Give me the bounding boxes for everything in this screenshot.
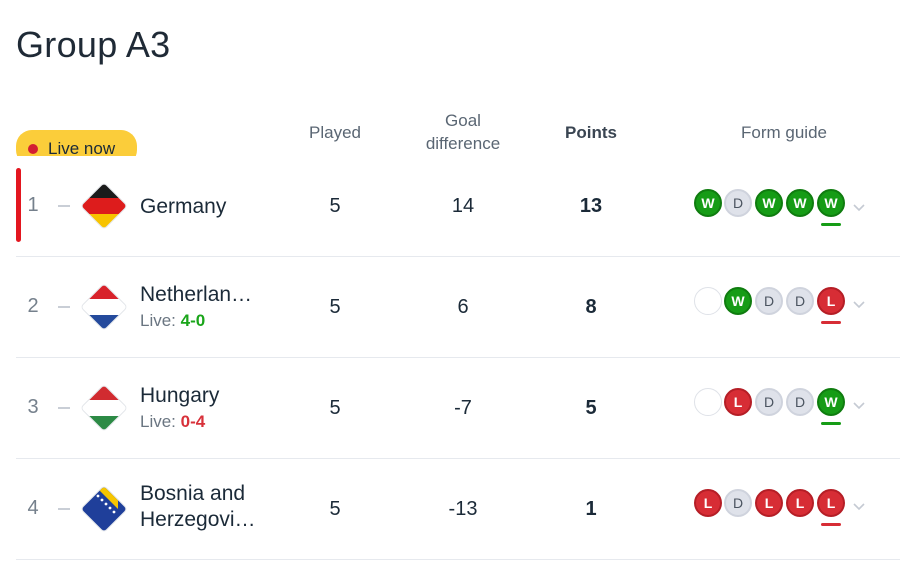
rank: 4: [27, 497, 39, 519]
form-result-draw[interactable]: D: [786, 388, 814, 416]
chevron-down-icon[interactable]: [852, 398, 866, 412]
points-value: 5: [585, 397, 597, 419]
position-unchanged-icon: [58, 508, 70, 510]
form-result-loss[interactable]: L: [694, 489, 722, 517]
latest-result-underline: [821, 321, 841, 324]
rank: 1: [27, 194, 39, 216]
live-dot-icon: [28, 144, 38, 154]
live-label: Live:: [140, 311, 181, 330]
team-name-line1: Bosnia and: [140, 482, 246, 505]
header-form-guide: Form guide: [741, 123, 827, 142]
chevron-down-icon[interactable]: [852, 499, 866, 513]
form-result-draw[interactable]: D: [755, 287, 783, 315]
latest-result-underline: [821, 223, 841, 226]
position-unchanged-icon: [58, 306, 70, 308]
live-label: Live:: [140, 412, 181, 431]
live-now-label: Live now: [48, 139, 116, 156]
points-value: 13: [579, 195, 603, 217]
table-row[interactable]: 1 Germany 5 14 13 W D W W W: [16, 156, 900, 257]
goal-difference-value: -7: [454, 397, 472, 419]
played-value: 5: [329, 195, 341, 217]
points-value: 1: [585, 498, 597, 520]
form-result-empty: [694, 287, 722, 315]
form-result-draw[interactable]: D: [786, 287, 814, 315]
form-result-win[interactable]: W: [724, 287, 752, 315]
form-result-win[interactable]: W: [694, 189, 722, 217]
live-score: 4-0: [180, 311, 206, 330]
form-result-win[interactable]: W: [786, 189, 814, 217]
team-name[interactable]: Bosnia and Herzegovi…: [140, 481, 256, 533]
hungary-flag-icon: [81, 385, 127, 431]
team-name[interactable]: Netherlan…: [140, 283, 253, 306]
table-row[interactable]: 4 Bosnia and Herzegovi… 5 -13 1 L D L L …: [16, 459, 900, 560]
position-unchanged-icon: [58, 407, 70, 409]
team-name[interactable]: Germany: [140, 195, 227, 218]
chevron-down-icon[interactable]: [852, 297, 866, 311]
form-result-loss[interactable]: L: [786, 489, 814, 517]
form-result-win[interactable]: W: [755, 189, 783, 217]
form-result-loss[interactable]: L: [724, 388, 752, 416]
germany-flag-icon: [81, 183, 127, 229]
table-row[interactable]: 2 Netherlan… Live: 4-0 5 6 8 W D D L: [16, 257, 900, 358]
form-result-win[interactable]: W: [817, 388, 845, 416]
form-result-draw[interactable]: D: [724, 189, 752, 217]
table-row[interactable]: 3 Hungary Live: 0-4 5 -7 5 L D D W: [16, 358, 900, 459]
form-result-win[interactable]: W: [817, 189, 845, 217]
form-result-draw[interactable]: D: [755, 388, 783, 416]
form-result-empty: [694, 388, 722, 416]
form-result-loss[interactable]: L: [817, 287, 845, 315]
header-goal-difference[interactable]: Goal difference: [398, 109, 528, 155]
header-played[interactable]: Played: [309, 123, 361, 142]
form-result-loss[interactable]: L: [817, 489, 845, 517]
latest-result-underline: [821, 422, 841, 425]
bosnia-herzegovina-flag-icon: [81, 486, 127, 532]
position-unchanged-icon: [58, 205, 70, 207]
live-score: 0-4: [180, 412, 206, 431]
header-goal-difference-line2: difference: [425, 134, 501, 153]
points-value: 8: [585, 296, 597, 318]
goal-difference-value: -13: [448, 498, 478, 520]
team-name[interactable]: Hungary: [140, 384, 220, 407]
live-score-line: Live: 4-0: [140, 311, 205, 331]
played-value: 5: [329, 397, 341, 419]
goal-difference-value: 6: [457, 296, 469, 318]
goal-difference-value: 14: [451, 195, 475, 217]
live-row-accent: [16, 168, 21, 242]
played-value: 5: [329, 498, 341, 520]
page-title: Group A3: [16, 24, 171, 65]
header-points[interactable]: Points: [565, 123, 617, 142]
live-now-badge[interactable]: Live now: [16, 130, 137, 156]
live-score-line: Live: 0-4: [140, 412, 205, 432]
header-goal-difference-line1: Goal: [445, 111, 481, 130]
chevron-down-icon[interactable]: [852, 200, 866, 214]
form-result-draw[interactable]: D: [724, 489, 752, 517]
netherlands-flag-icon: [81, 284, 127, 330]
rank: 3: [27, 396, 39, 418]
latest-result-underline: [821, 523, 841, 526]
played-value: 5: [329, 296, 341, 318]
team-name-line2: Herzegovi…: [140, 508, 256, 531]
rank: 2: [27, 295, 39, 317]
form-result-loss[interactable]: L: [755, 489, 783, 517]
